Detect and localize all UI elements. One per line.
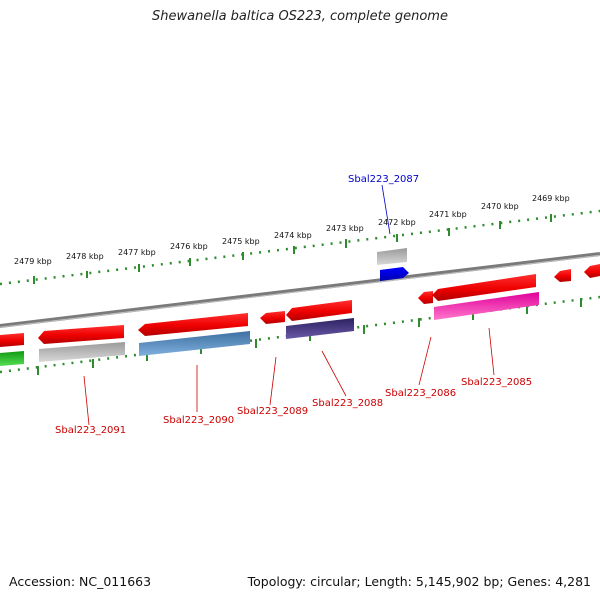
scale-labels: 2479 kbp 2478 kbp 2477 kbp 2476 kbp 2475… bbox=[14, 194, 570, 266]
gene-label: Sbal223_2086 bbox=[385, 388, 456, 399]
scale-label: 2473 kbp bbox=[326, 224, 364, 233]
gene-label: Sbal223_2088 bbox=[312, 398, 383, 409]
gene-arrow bbox=[260, 311, 285, 324]
scale-label: 2472 kbp bbox=[378, 218, 416, 227]
scale-label: 2477 kbp bbox=[118, 248, 156, 257]
outer-scale-ring bbox=[0, 209, 600, 286]
gene-arrow bbox=[0, 333, 24, 347]
gene-block-gray-small bbox=[377, 248, 407, 265]
gene-label: Sbal223_2087 bbox=[348, 174, 419, 185]
gene-label: Sbal223_2089 bbox=[237, 406, 308, 417]
gene-label: Sbal223_2091 bbox=[55, 425, 126, 436]
gene-arrow bbox=[286, 300, 352, 321]
gene-block-pink bbox=[434, 292, 539, 320]
inner-scale-ring bbox=[0, 295, 600, 374]
cds-features bbox=[0, 264, 600, 347]
gene-arrow bbox=[138, 313, 248, 336]
gene-block-indigo bbox=[286, 318, 354, 339]
leader-lines bbox=[83, 184, 495, 426]
gene-arrow bbox=[584, 264, 600, 278]
gene-block-steel bbox=[139, 331, 250, 356]
scale-label: 2474 kbp bbox=[274, 231, 312, 240]
scale-label: 2471 kbp bbox=[429, 210, 467, 219]
accession-text: Accession: NC_011663 bbox=[9, 574, 152, 589]
gene-arrow bbox=[554, 269, 571, 282]
scale-label: 2475 kbp bbox=[222, 237, 260, 246]
scale-label: 2469 kbp bbox=[532, 194, 570, 203]
gene-arrow-blue bbox=[380, 267, 409, 281]
gene-arrow bbox=[418, 291, 433, 304]
gene-arrow bbox=[38, 325, 124, 344]
scale-label: 2470 kbp bbox=[481, 202, 519, 211]
gene-label: Sbal223_2085 bbox=[461, 377, 532, 388]
gene-block-gray bbox=[39, 342, 125, 362]
outer-major-ticks bbox=[33, 214, 552, 284]
genome-title: Shewanella baltica OS223, complete genom… bbox=[152, 9, 448, 24]
scale-label: 2479 kbp bbox=[14, 257, 52, 266]
other-features bbox=[0, 248, 539, 366]
scale-label: 2476 kbp bbox=[170, 242, 208, 251]
genome-summary-text: Topology: circular; Length: 5,145,902 bp… bbox=[247, 574, 591, 589]
scale-label: 2478 kbp bbox=[66, 252, 104, 261]
gene-labels: Sbal223_2087 Sbal223_2091 Sbal223_2090 S… bbox=[55, 174, 532, 436]
genome-backbone bbox=[0, 252, 600, 328]
gene-block-green bbox=[0, 351, 24, 366]
gene-arrow bbox=[432, 274, 536, 301]
gene-label: Sbal223_2090 bbox=[163, 415, 234, 426]
